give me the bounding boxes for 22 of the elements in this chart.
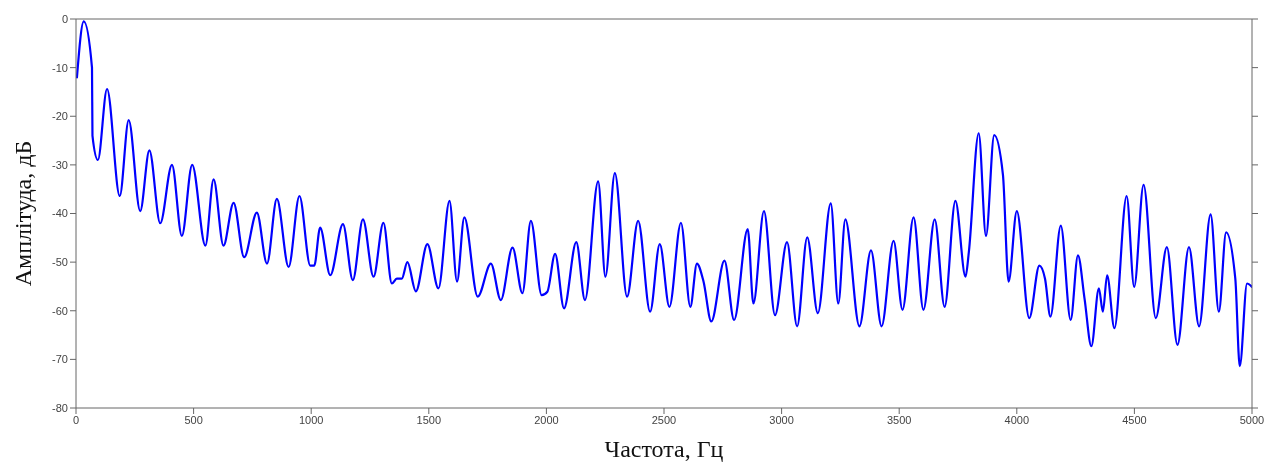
x-tick-label: 500	[184, 413, 203, 426]
x-tick-label: 4500	[1122, 413, 1147, 426]
x-tick-label: 3500	[886, 413, 912, 426]
x-tick-label: 5000	[1239, 413, 1265, 426]
y-tick-label: -50	[52, 256, 68, 269]
x-tick-label: 1000	[298, 413, 324, 426]
x-tick-label: 4000	[1004, 413, 1030, 426]
y-tick-label: -70	[52, 353, 68, 366]
y-tick-label: -80	[52, 401, 68, 414]
y-axis-title: Амплітуда, дБ	[9, 140, 36, 287]
y-tick-label: -20	[52, 110, 68, 123]
x-tick-label: 2500	[651, 413, 677, 426]
x-tick-label: 1500	[416, 413, 442, 426]
y-tick-label: -30	[52, 158, 68, 171]
x-axis-title: Частота, Гц	[604, 436, 724, 462]
x-tick-label: 3000	[769, 413, 794, 426]
y-tick-label: -10	[52, 61, 68, 74]
x-tick-label: 0	[72, 413, 80, 426]
x-tick-label: 2000	[534, 413, 559, 426]
y-tick-label: 0	[61, 12, 68, 25]
y-tick-label: -60	[52, 304, 68, 317]
y-tick-label: -40	[52, 207, 68, 220]
